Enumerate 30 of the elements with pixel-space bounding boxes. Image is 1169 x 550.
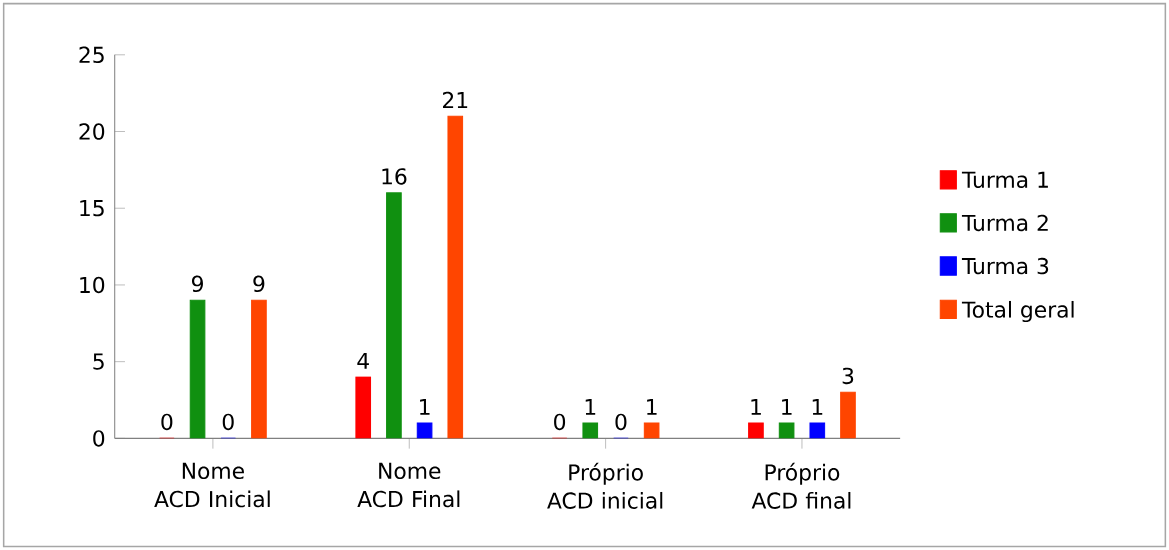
data-label: 0: [161, 413, 173, 431]
y-tick-label: 15: [80, 200, 104, 217]
legend-label: Turma 1: [961, 171, 1048, 188]
data-label: 9: [253, 275, 265, 292]
y-tick-label: 20: [79, 123, 105, 140]
x-tick-label: Nome ACD Inicial: [154, 462, 270, 508]
legend-label: Turma 2: [961, 214, 1048, 232]
y-tick-label: 25: [79, 46, 104, 63]
data-label: 21: [443, 91, 468, 108]
x-tick-label: Próprio ACD inicial: [547, 462, 663, 509]
x-tick-label: Próprio ACD final: [751, 462, 851, 509]
data-label: 1: [420, 398, 430, 415]
y-tick-label: 10: [80, 276, 105, 294]
data-label: 0: [222, 413, 234, 431]
data-label: 9: [191, 275, 203, 292]
data-label: 0: [615, 413, 627, 431]
data-label: 1: [812, 398, 823, 415]
data-label: 4: [357, 352, 369, 369]
data-label: 1: [647, 398, 657, 415]
data-label: 16: [382, 168, 407, 185]
y-tick-label: 5: [93, 353, 104, 370]
data-label: 3: [842, 367, 854, 385]
data-label: 1: [751, 398, 761, 415]
data-label: 1: [585, 398, 596, 415]
data-label: 0: [554, 413, 566, 431]
data-label: 1: [782, 398, 792, 415]
legend-label: Turma 3: [961, 257, 1049, 275]
x-tick-label: Nome ACD Final: [357, 462, 460, 508]
legend-label: Total geral: [961, 300, 1074, 323]
y-tick-label: 0: [93, 430, 105, 447]
